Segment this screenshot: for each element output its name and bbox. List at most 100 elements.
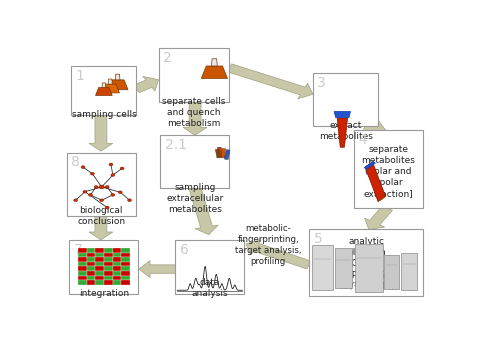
Polygon shape	[364, 161, 375, 170]
Bar	[113, 271, 121, 276]
Bar	[78, 262, 86, 266]
Bar	[121, 271, 130, 276]
Bar	[78, 276, 86, 280]
Text: 4: 4	[359, 133, 367, 147]
Polygon shape	[201, 66, 228, 78]
Circle shape	[120, 167, 124, 170]
Polygon shape	[363, 120, 385, 136]
Circle shape	[111, 174, 115, 176]
Polygon shape	[183, 102, 207, 135]
Circle shape	[100, 199, 104, 202]
Circle shape	[106, 206, 109, 209]
Text: 1: 1	[76, 69, 84, 83]
Bar	[121, 252, 130, 257]
Polygon shape	[101, 84, 120, 93]
Polygon shape	[108, 79, 112, 84]
Bar	[86, 280, 95, 285]
Bar	[121, 248, 130, 252]
Bar	[113, 280, 121, 285]
FancyBboxPatch shape	[309, 229, 423, 295]
Text: sampling cells: sampling cells	[72, 110, 136, 119]
Circle shape	[119, 191, 122, 194]
Bar	[78, 266, 86, 271]
Circle shape	[111, 194, 115, 196]
Text: 5: 5	[314, 232, 323, 246]
Bar	[86, 262, 95, 266]
FancyBboxPatch shape	[71, 66, 136, 116]
Bar	[216, 149, 220, 158]
Polygon shape	[89, 216, 113, 240]
Bar	[225, 150, 230, 160]
Bar	[86, 252, 95, 257]
Bar	[355, 244, 383, 292]
Text: 2.1: 2.1	[165, 138, 187, 152]
Bar	[104, 271, 113, 276]
Bar	[86, 257, 95, 262]
Bar	[95, 252, 104, 257]
Polygon shape	[334, 111, 350, 118]
Polygon shape	[89, 116, 113, 151]
Polygon shape	[365, 162, 385, 202]
Polygon shape	[102, 83, 106, 87]
Bar	[401, 253, 418, 290]
Bar	[113, 252, 121, 257]
Bar	[104, 252, 113, 257]
Text: separate cells
and quench
metabolism: separate cells and quench metabolism	[162, 97, 226, 128]
Bar	[78, 252, 86, 257]
Bar	[335, 248, 352, 288]
Polygon shape	[115, 74, 120, 80]
Text: analytic
platform
(GC/MS,
HPLC/MS,
¹H-/¹³C-NMR): analytic platform (GC/MS, HPLC/MS, ¹H-/¹…	[337, 237, 395, 291]
Bar	[104, 266, 113, 271]
Bar	[86, 248, 95, 252]
Bar	[217, 147, 222, 157]
Polygon shape	[212, 59, 217, 66]
Bar	[384, 255, 399, 289]
Text: 6: 6	[180, 243, 189, 257]
Polygon shape	[133, 76, 158, 93]
Text: data
analysis: data analysis	[192, 278, 228, 299]
Circle shape	[94, 186, 98, 188]
Text: separate
metabolites
(polar and
apolar
extraction]: separate metabolites (polar and apolar e…	[361, 144, 415, 198]
Bar	[95, 276, 104, 280]
Bar	[312, 245, 333, 290]
Bar	[104, 280, 113, 285]
Text: metabolic-
fingerprinting,
target analysis,
profiling: metabolic- fingerprinting, target analys…	[235, 224, 301, 266]
Bar	[95, 280, 104, 285]
Text: 8: 8	[71, 155, 80, 169]
Bar	[104, 257, 113, 262]
Circle shape	[91, 172, 94, 175]
Bar	[78, 280, 86, 285]
Bar	[104, 248, 113, 252]
Polygon shape	[139, 261, 175, 278]
Bar	[104, 262, 113, 266]
Polygon shape	[189, 187, 218, 235]
Polygon shape	[96, 87, 112, 95]
Polygon shape	[227, 64, 313, 99]
Bar	[121, 266, 130, 271]
Polygon shape	[365, 206, 393, 229]
Circle shape	[83, 191, 87, 193]
Bar	[86, 271, 95, 276]
Text: 7: 7	[74, 243, 83, 257]
Text: 3: 3	[317, 76, 326, 90]
Circle shape	[81, 166, 85, 169]
Bar	[86, 266, 95, 271]
Bar	[95, 266, 104, 271]
Circle shape	[128, 199, 132, 202]
Bar	[113, 266, 121, 271]
FancyBboxPatch shape	[158, 48, 229, 102]
Bar	[113, 276, 121, 280]
Bar	[95, 271, 104, 276]
Bar	[121, 280, 130, 285]
Polygon shape	[108, 80, 128, 90]
Text: 2: 2	[163, 51, 172, 65]
Bar	[86, 276, 95, 280]
Bar	[221, 149, 226, 158]
Circle shape	[99, 185, 104, 189]
FancyBboxPatch shape	[313, 73, 378, 126]
FancyBboxPatch shape	[354, 130, 423, 208]
Bar	[78, 271, 86, 276]
Polygon shape	[246, 240, 312, 269]
Bar	[121, 257, 130, 262]
Circle shape	[106, 186, 109, 188]
